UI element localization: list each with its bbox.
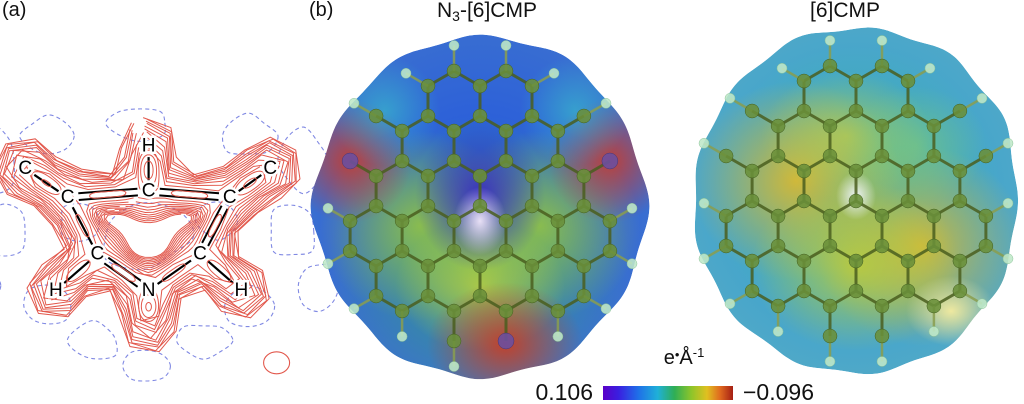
svg-text:H: H xyxy=(49,280,63,301)
svg-text:C: C xyxy=(142,181,156,202)
svg-text:(a): (a) xyxy=(2,0,26,21)
svg-text:(b): (b) xyxy=(309,0,333,21)
svg-text:C: C xyxy=(223,187,237,208)
svg-text:C: C xyxy=(18,158,32,179)
svg-text:C: C xyxy=(263,158,277,179)
svg-text:−0.096: −0.096 xyxy=(743,379,814,404)
svg-text:[6]CMP: [6]CMP xyxy=(810,0,880,22)
svg-text:C: C xyxy=(61,187,75,208)
svg-text:C: C xyxy=(193,244,207,265)
svg-text:H: H xyxy=(235,280,249,301)
svg-text:0.106: 0.106 xyxy=(535,379,593,404)
svg-text:N: N xyxy=(142,280,156,301)
svg-text:C: C xyxy=(90,244,104,265)
svg-text:N3-[6]CMP: N3-[6]CMP xyxy=(437,0,537,24)
svg-text:H: H xyxy=(142,136,156,157)
